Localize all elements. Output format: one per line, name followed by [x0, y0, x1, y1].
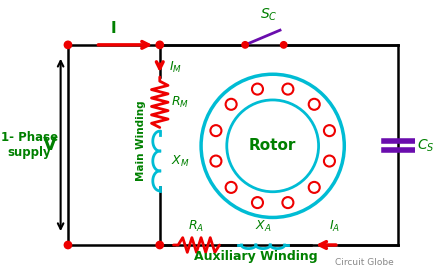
- Text: $X_A$: $X_A$: [255, 219, 271, 234]
- Text: $X_M$: $X_M$: [171, 153, 189, 169]
- Text: $R_M$: $R_M$: [171, 95, 189, 110]
- Circle shape: [281, 42, 287, 48]
- Text: Rotor: Rotor: [249, 138, 296, 153]
- Text: $I_M$: $I_M$: [169, 60, 182, 75]
- Circle shape: [64, 241, 71, 249]
- Text: Auxiliary Winding: Auxiliary Winding: [194, 250, 318, 263]
- Text: $I_A$: $I_A$: [329, 219, 340, 234]
- Text: Circuit Globe: Circuit Globe: [335, 258, 394, 267]
- Text: 1- Phase
supply: 1- Phase supply: [1, 131, 58, 159]
- Text: $R_A$: $R_A$: [188, 219, 204, 234]
- Circle shape: [156, 241, 163, 249]
- Text: I: I: [111, 21, 116, 36]
- Text: $S_C$: $S_C$: [260, 6, 278, 23]
- Circle shape: [242, 42, 249, 48]
- Text: V: V: [43, 136, 57, 154]
- Circle shape: [156, 41, 163, 49]
- Text: $C_S$: $C_S$: [417, 138, 433, 154]
- Text: Main Winding: Main Winding: [136, 100, 146, 181]
- Circle shape: [64, 41, 71, 49]
